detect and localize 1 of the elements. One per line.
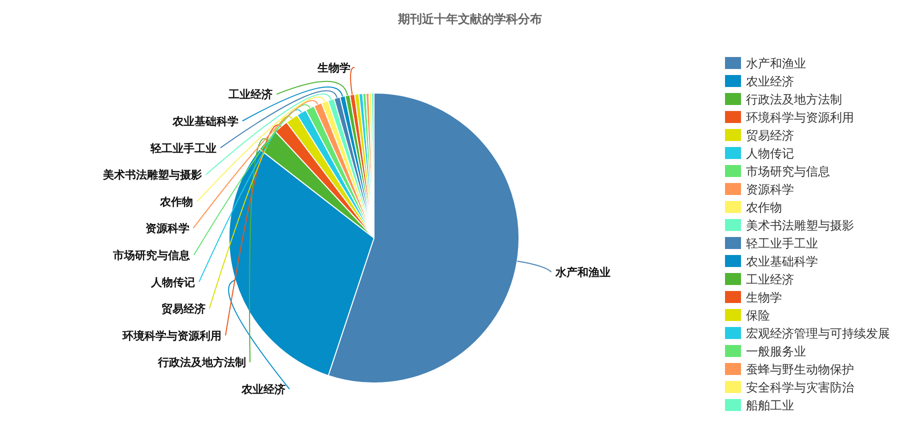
title: 期刊近十年文献的学科分布	[398, 12, 542, 26]
